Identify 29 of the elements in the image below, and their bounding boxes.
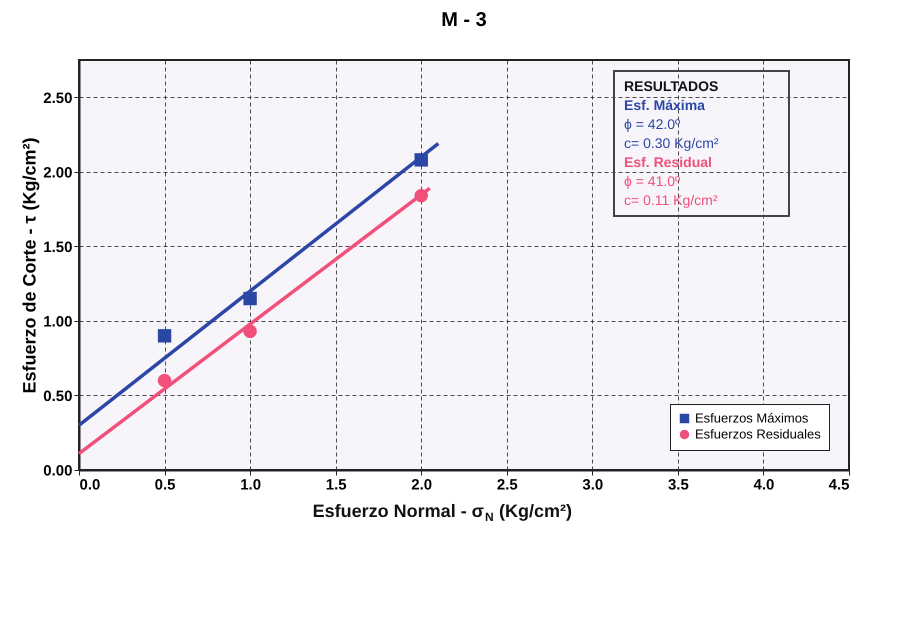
y-tick-label: 2.00 — [43, 164, 72, 182]
x-tick-label: 3.5 — [668, 476, 689, 494]
chart-title: M - 3 — [441, 9, 487, 31]
annotation: c= 0.30 Kg/cm² — [624, 135, 719, 151]
y-tick-label: 1.50 — [43, 238, 72, 256]
x-tick-label: 1.5 — [326, 476, 347, 494]
x-tick-label: 3.0 — [582, 476, 604, 494]
x-tick-label: 0.5 — [154, 476, 176, 494]
annotation: Esf. Máxima — [624, 97, 706, 113]
annotation: c= 0.11 Kg/cm² — [624, 192, 718, 208]
x-tick-label: 0.0 — [80, 476, 100, 494]
y-tick-label: 0.00 — [43, 462, 72, 480]
x-tick-label: 4.0 — [754, 476, 774, 494]
y-tick-label: 0.50 — [43, 388, 72, 405]
legend-label: Esfuerzos Máximos — [695, 410, 809, 426]
annotation: RESULTADOS — [624, 78, 718, 94]
y-axis-title: Esfuerzo de Corte - τ (Kg/cm²) — [19, 137, 40, 394]
annotation: ϕ = 41.0º — [624, 173, 680, 189]
x-tick-label: 2.5 — [496, 476, 518, 494]
x-tick-label: 2.0 — [411, 476, 432, 494]
y-tick-label: 2.50 — [43, 90, 72, 107]
point — [158, 374, 172, 388]
annotation: ϕ = 42.0º — [624, 116, 680, 132]
x-tick-label: 1.0 — [240, 476, 262, 494]
legend-label: Esfuerzos Residuales — [695, 426, 822, 442]
y-tick-label: 1.00 — [43, 313, 72, 330]
point — [158, 329, 172, 343]
x-tick-label: 4.5 — [828, 476, 850, 494]
annotation: Esf. Residual — [624, 154, 712, 170]
